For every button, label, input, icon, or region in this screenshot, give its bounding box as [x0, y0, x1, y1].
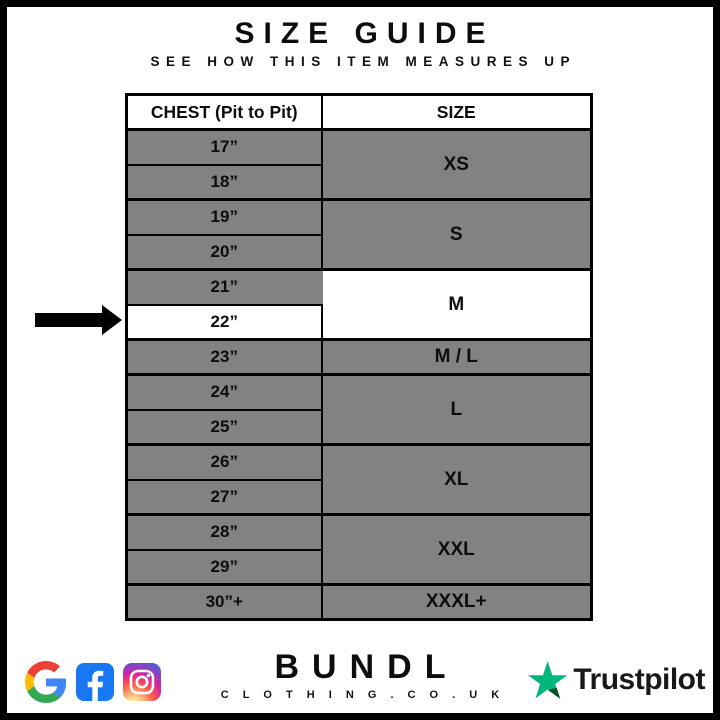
size-table: CHEST (Pit to Pit) SIZE 17” XS 18” 19” S…: [125, 93, 593, 621]
table-row-highlighted: 22”: [125, 303, 592, 341]
trustpilot-star-icon: [528, 660, 568, 699]
table-row: 27”: [125, 478, 592, 516]
chest-cell: 20”: [125, 233, 323, 271]
size-cell: L: [320, 373, 593, 446]
brand-domain: C L O T H I N G . C O . U K: [220, 688, 505, 701]
table-row: 21” M: [125, 268, 593, 341]
chest-cell: 27”: [125, 478, 323, 516]
size-cell: XS: [320, 128, 593, 201]
size-table-container: CHEST (Pit to Pit) SIZE 17” XS 18” 19” S…: [125, 93, 593, 621]
table-row: 17” XS: [125, 128, 593, 201]
size-cell-highlighted: M: [320, 268, 593, 341]
chest-cell: 30”+: [125, 583, 323, 621]
table-row: 19” S: [125, 198, 593, 271]
chest-cell: 18”: [125, 163, 323, 201]
chest-cell: 21”: [125, 268, 323, 306]
trustpilot-logo[interactable]: Trustpilot: [528, 660, 705, 700]
chest-cell: 28”: [125, 513, 323, 551]
trustpilot-label: Trustpilot: [573, 663, 705, 696]
size-cell: M / L: [320, 338, 593, 376]
chest-cell: 29”: [125, 548, 323, 586]
row-pointer-arrow-icon: [35, 305, 122, 335]
arrow-head: [102, 305, 122, 335]
instagram-icon[interactable]: [123, 663, 161, 701]
chest-cell: 24”: [125, 373, 323, 411]
table-row: 18”: [125, 163, 592, 201]
google-icon[interactable]: [25, 661, 67, 703]
social-icons: [25, 661, 161, 703]
chest-cell: 23”: [125, 338, 323, 376]
brand-name: BUNDL: [274, 648, 459, 686]
arrow-shaft: [35, 313, 103, 327]
table-row: 26” XL: [125, 443, 593, 516]
chest-cell: 26”: [125, 443, 323, 481]
chest-cell: 25”: [125, 408, 323, 446]
chest-column-header: CHEST (Pit to Pit): [125, 93, 323, 131]
page-subtitle: SEE HOW THIS ITEM MEASURES UP: [150, 54, 577, 69]
size-column-header: SIZE: [320, 93, 593, 131]
table-row: 30”+ XXXL+: [125, 583, 593, 621]
chest-cell: 17”: [125, 128, 323, 166]
size-cell: XL: [320, 443, 593, 516]
size-cell: S: [320, 198, 593, 271]
table-row: 29”: [125, 548, 592, 586]
brand-logo: BUNDL C L O T H I N G . C O . U K: [7, 648, 713, 701]
table-row: 24” L: [125, 373, 593, 446]
table-row: 25”: [125, 408, 592, 446]
size-cell: XXXL+: [320, 583, 593, 621]
chest-cell: 19”: [125, 198, 323, 236]
page-title: SIZE GUIDE: [234, 17, 495, 50]
chest-cell-highlighted: 22”: [125, 303, 323, 341]
table-header-row: CHEST (Pit to Pit) SIZE: [125, 93, 593, 131]
table-row: 28” XXL: [125, 513, 593, 586]
facebook-icon[interactable]: [76, 663, 114, 701]
table-row: 23” M / L: [125, 338, 593, 376]
size-cell: XXL: [320, 513, 593, 586]
table-row: 20”: [125, 233, 592, 271]
